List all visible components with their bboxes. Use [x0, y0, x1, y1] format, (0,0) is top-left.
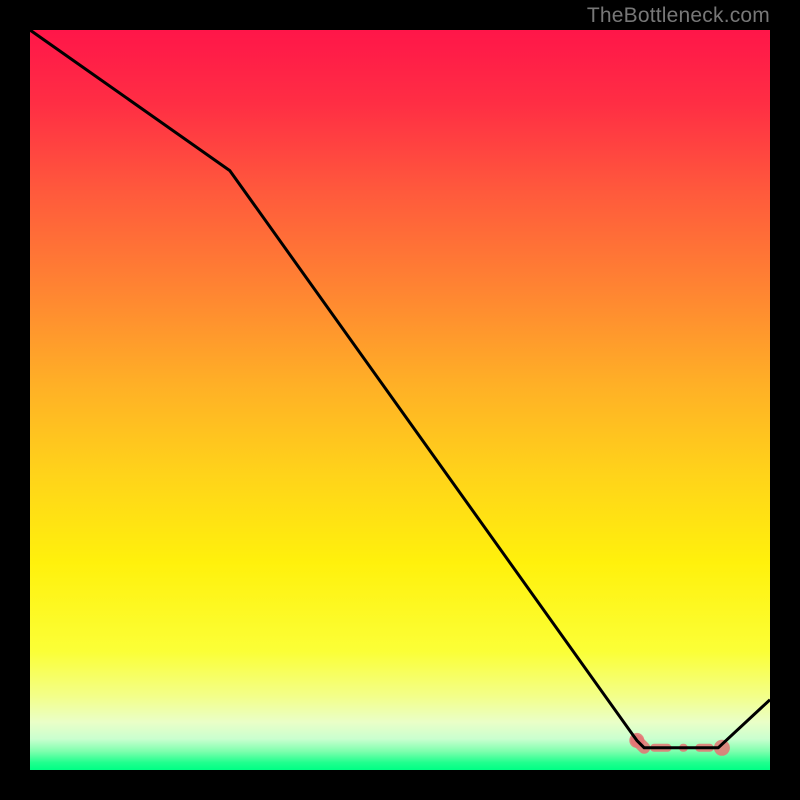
main-line [30, 30, 770, 748]
watermark-text: TheBottleneck.com [587, 4, 770, 28]
line-overlay [30, 30, 770, 770]
plot-area [30, 30, 770, 770]
highlight-group [629, 733, 730, 756]
chart-container: TheBottleneck.com [0, 0, 800, 800]
